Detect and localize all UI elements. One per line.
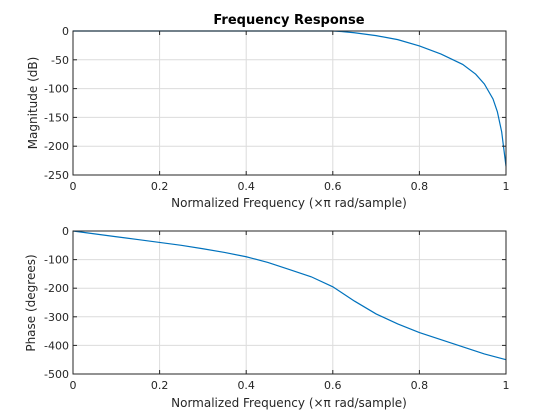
magnitude-y-axis-label: Magnitude (dB) <box>26 57 40 150</box>
phase-x-axis-label: Normalized Frequency (×π rad/sample) <box>171 396 407 410</box>
phase-x-tick-label: 0.4 <box>237 379 255 392</box>
phase-axes-frame <box>72 230 507 375</box>
phase-x-tick-label: 0.8 <box>411 379 429 392</box>
phase-y-tick-label: 0 <box>62 225 69 238</box>
phase-plot-area <box>73 231 506 374</box>
magnitude-y-tick-label: -50 <box>51 54 69 67</box>
phase-panel: Normalized Frequency (×π rad/sample) Pha… <box>24 225 510 410</box>
phase-x-tick-label: 1 <box>503 379 510 392</box>
magnitude-x-tick-label: 0.2 <box>151 180 169 193</box>
magnitude-y-tick-label: -200 <box>44 140 69 153</box>
phase-y-tick-label: -100 <box>44 254 69 267</box>
phase-x-tick-label: 0 <box>70 379 77 392</box>
magnitude-panel: Frequency Response Normalized Frequency … <box>26 13 510 210</box>
magnitude-plot-area <box>73 31 506 175</box>
magnitude-y-tick-label: -150 <box>44 111 69 124</box>
phase-response-line <box>72 230 507 361</box>
magnitude-axes-frame <box>72 30 507 176</box>
magnitude-x-tick-label: 0.6 <box>324 180 342 193</box>
magnitude-y-tick-label: -250 <box>44 169 69 182</box>
magnitude-y-tick-label: 0 <box>62 25 69 38</box>
phase-x-tick-label: 0.2 <box>151 379 169 392</box>
phase-y-tick-label: -500 <box>44 368 69 381</box>
chart-title: Frequency Response <box>213 13 364 28</box>
magnitude-x-tick-label: 0.4 <box>237 180 255 193</box>
phase-x-tick-label: 0.6 <box>324 379 342 392</box>
magnitude-x-tick-label: 0 <box>70 180 77 193</box>
phase-y-axis-label: Phase (degrees) <box>24 254 38 351</box>
phase-y-tick-label: -200 <box>44 282 69 295</box>
phase-y-tick-label: -300 <box>44 311 69 324</box>
magnitude-x-axis-label: Normalized Frequency (×π rad/sample) <box>171 196 407 210</box>
phase-y-tick-label: -400 <box>44 339 69 352</box>
magnitude-x-tick-label: 0.8 <box>411 180 429 193</box>
magnitude-y-tick-label: -100 <box>44 83 69 96</box>
magnitude-x-tick-label: 1 <box>503 180 510 193</box>
